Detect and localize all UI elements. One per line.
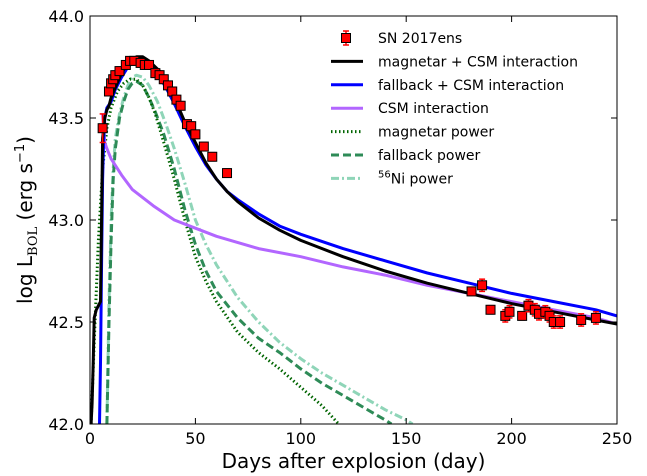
- x-axis-ticks: 0 50 100 150 200 250: [85, 16, 632, 448]
- data-point: [576, 313, 587, 327]
- legend-entry: fallback power: [331, 148, 481, 164]
- legend-label: SN 2017ens: [378, 31, 462, 47]
- legend-label: fallback + CSM interaction: [378, 78, 564, 94]
- x-tick-label: 50: [185, 429, 205, 448]
- data-point: [485, 304, 496, 315]
- y-axis-label-exponent: −1: [13, 144, 28, 163]
- x-tick-label: 250: [602, 429, 633, 448]
- legend-entry: magnetar power: [331, 125, 494, 141]
- x-tick-label: 0: [85, 429, 95, 448]
- series-line-ni-power: [105, 73, 414, 424]
- data-point: [555, 315, 566, 329]
- data-marker: [167, 86, 178, 97]
- data-marker: [97, 123, 108, 134]
- data-point: [222, 168, 233, 179]
- data-marker: [485, 304, 496, 315]
- data-point: [477, 278, 488, 293]
- data-point: [186, 121, 197, 132]
- legend-label: magnetar + CSM interaction: [378, 54, 578, 70]
- y-tick-label: 42.0: [48, 415, 84, 434]
- legend-label: fallback power: [378, 148, 481, 164]
- series-line-csm-interaction: [101, 113, 617, 326]
- data-point: [517, 310, 528, 321]
- data-point: [504, 304, 515, 319]
- legend: SN 2017ens magnetar + CSM interaction fall…: [331, 30, 578, 187]
- y-axis-ticks: 42.0 42.5 43.0 43.5 44.0: [48, 7, 617, 434]
- x-tick-label: 150: [391, 429, 422, 448]
- legend-label: magnetar power: [378, 125, 494, 141]
- data-marker: [190, 129, 201, 140]
- data-marker: [466, 286, 477, 297]
- legend-label: 56Ni power: [378, 169, 453, 187]
- data-point: [198, 141, 209, 152]
- data-point: [103, 86, 114, 97]
- y-tick-label: 43.5: [48, 109, 84, 128]
- data-marker: [186, 121, 197, 132]
- y-tick-label: 43.0: [48, 211, 84, 230]
- x-axis-label: Days after explosion (day): [222, 449, 486, 473]
- data-marker: [590, 312, 601, 323]
- series-line-fallback-power: [105, 79, 393, 424]
- data-marker: [114, 66, 125, 77]
- legend-entry: magnetar + CSM interaction: [331, 54, 578, 70]
- data-marker: [576, 314, 587, 325]
- legend-label: CSM interaction: [378, 101, 489, 117]
- data-marker: [477, 280, 488, 291]
- data-point: [144, 59, 155, 70]
- y-axis-label: log LBOL (erg s−1): [13, 136, 41, 304]
- data-marker: [198, 141, 209, 152]
- data-point: [590, 311, 601, 325]
- observations: [97, 55, 601, 329]
- y-tick-label: 42.5: [48, 313, 84, 332]
- data-marker: [144, 59, 155, 70]
- data-marker: [504, 306, 515, 317]
- data-marker: [103, 86, 114, 97]
- data-marker: [207, 151, 218, 162]
- data-point: [466, 286, 477, 297]
- legend-entry-observations: SN 2017ens: [341, 30, 462, 47]
- y-axis-label-subscript: BOL: [26, 226, 41, 255]
- series-line-magnetar-csm-interaction: [90, 55, 617, 424]
- data-point: [97, 113, 108, 144]
- legend-marker: [341, 33, 351, 43]
- x-tick-label: 200: [496, 429, 527, 448]
- data-point: [167, 86, 178, 97]
- data-marker: [517, 310, 528, 321]
- data-marker: [175, 100, 186, 111]
- legend-entry: fallback + CSM interaction: [331, 78, 564, 94]
- legend-entry: CSM interaction: [331, 101, 489, 117]
- data-point: [548, 315, 559, 329]
- data-point: [190, 129, 201, 140]
- data-marker: [555, 317, 566, 327]
- legend-entry: 56Ni power: [331, 169, 453, 187]
- x-tick-label: 100: [286, 429, 317, 448]
- y-tick-label: 44.0: [48, 7, 84, 26]
- data-marker: [222, 168, 233, 179]
- data-point: [207, 151, 218, 162]
- data-point: [175, 100, 186, 111]
